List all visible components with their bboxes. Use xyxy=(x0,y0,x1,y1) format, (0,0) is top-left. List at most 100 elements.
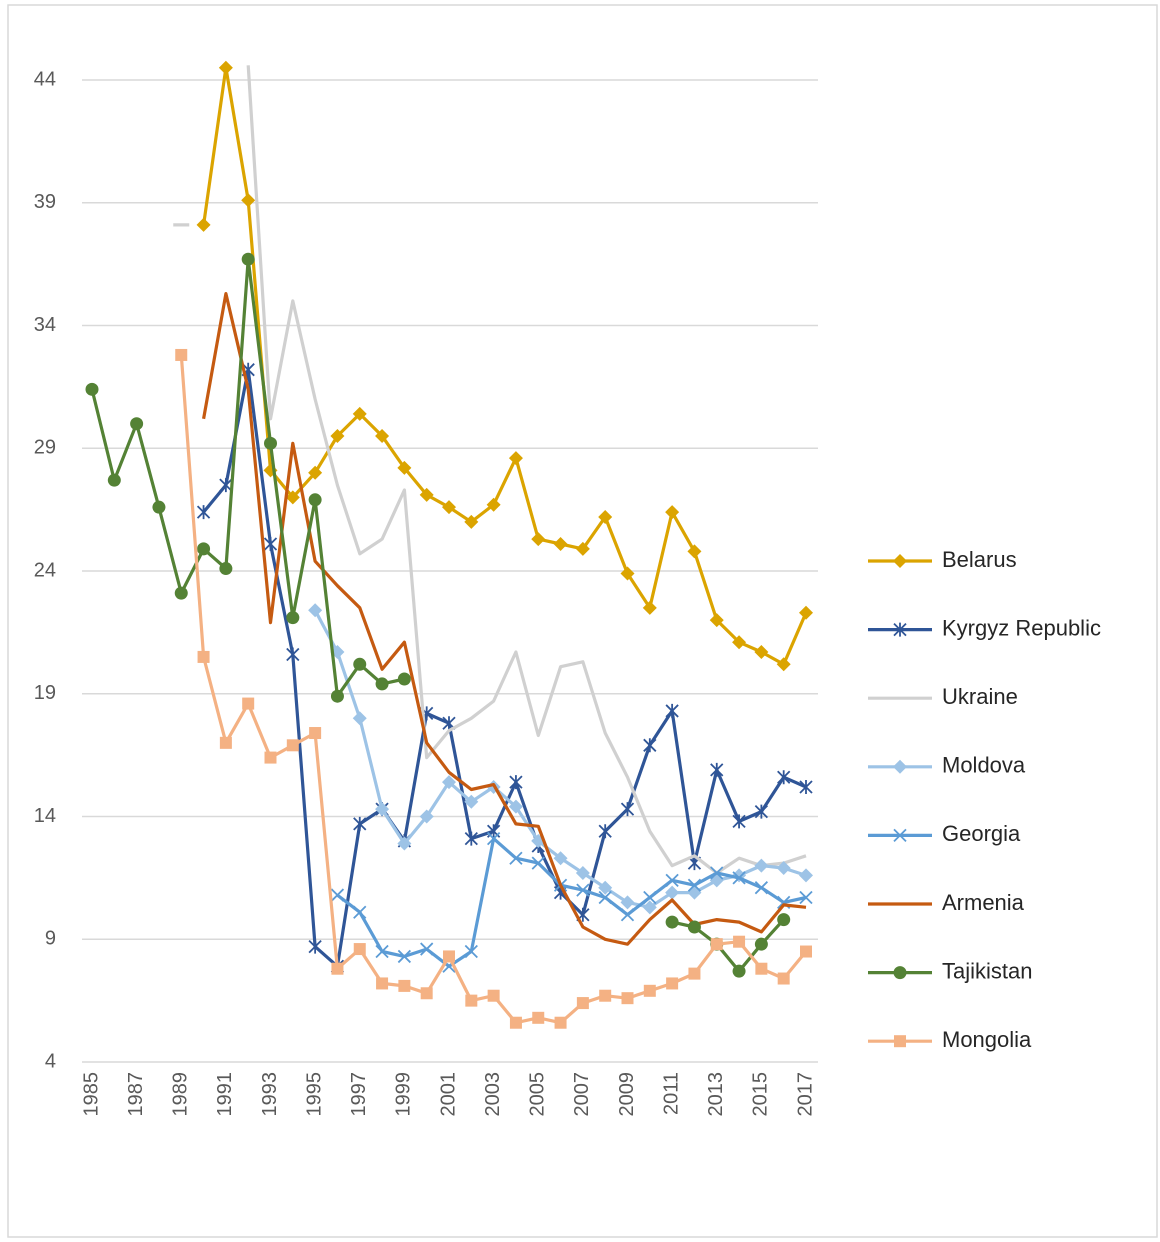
x-tick-label: 2007 xyxy=(571,1072,593,1117)
marker xyxy=(286,647,300,662)
legend-label: Tajikistan xyxy=(942,958,1032,983)
marker xyxy=(197,650,210,663)
legend-marker xyxy=(894,1035,906,1048)
marker xyxy=(508,451,523,466)
marker xyxy=(709,613,724,628)
legend-marker xyxy=(893,622,907,637)
marker xyxy=(732,871,746,885)
marker xyxy=(353,816,367,831)
marker xyxy=(687,885,702,900)
marker xyxy=(598,880,613,895)
x-tick-label: 1997 xyxy=(348,1072,370,1117)
marker xyxy=(263,536,278,551)
marker xyxy=(174,586,188,600)
marker xyxy=(219,478,233,493)
marker xyxy=(553,536,568,551)
marker xyxy=(621,992,634,1005)
marker xyxy=(375,802,390,817)
marker xyxy=(465,994,478,1007)
x-tick-label: 2003 xyxy=(482,1072,504,1117)
marker xyxy=(553,851,568,866)
marker xyxy=(800,945,812,958)
marker xyxy=(241,252,255,266)
marker xyxy=(464,794,479,809)
marker xyxy=(487,989,500,1002)
y-tick-label: 29 xyxy=(34,437,56,459)
marker xyxy=(754,858,769,873)
marker xyxy=(598,824,612,839)
y-tick-label: 9 xyxy=(45,928,56,950)
marker xyxy=(777,972,790,985)
y-tick-label: 14 xyxy=(34,805,56,827)
series-line xyxy=(336,837,807,968)
marker xyxy=(352,711,367,726)
y-tick-label: 4 xyxy=(45,1050,56,1072)
chart-frame xyxy=(7,4,1158,1238)
marker xyxy=(397,949,412,964)
marker xyxy=(419,809,434,824)
marker xyxy=(665,703,679,718)
marker xyxy=(442,500,456,515)
marker xyxy=(397,836,412,851)
marker xyxy=(665,505,680,520)
marker xyxy=(420,942,434,956)
marker xyxy=(85,382,99,396)
marker xyxy=(732,814,746,829)
marker xyxy=(799,605,813,620)
marker xyxy=(576,883,590,897)
legend-label: Armenia xyxy=(942,890,1025,915)
legend-label: Belarus xyxy=(942,547,1017,572)
x-tick-label: 2009 xyxy=(616,1072,638,1117)
x-tick-label: 1995 xyxy=(303,1072,325,1117)
marker xyxy=(308,603,323,618)
marker xyxy=(576,997,589,1010)
marker xyxy=(375,944,389,959)
legend-label: Moldova xyxy=(942,753,1026,778)
marker xyxy=(376,977,389,990)
marker xyxy=(777,770,791,785)
marker xyxy=(353,943,366,956)
marker xyxy=(665,915,679,929)
x-tick-label: 1985 xyxy=(80,1072,102,1117)
marker xyxy=(509,1016,522,1029)
marker xyxy=(286,739,299,752)
marker xyxy=(531,532,546,547)
x-tick-label: 2001 xyxy=(437,1072,459,1117)
y-tick-label: 34 xyxy=(34,314,56,336)
marker xyxy=(665,873,679,887)
marker xyxy=(687,544,702,559)
y-tick-label: 44 xyxy=(34,68,56,90)
marker xyxy=(398,979,411,992)
marker xyxy=(599,989,612,1002)
marker xyxy=(331,962,344,975)
series xyxy=(202,292,807,946)
marker xyxy=(486,831,501,846)
marker xyxy=(643,738,657,753)
y-tick-label: 19 xyxy=(34,682,56,704)
x-tick-label: 1999 xyxy=(393,1072,415,1117)
marker xyxy=(733,935,746,948)
marker xyxy=(687,878,702,892)
marker xyxy=(464,944,478,959)
marker xyxy=(554,1016,567,1029)
marker xyxy=(419,487,434,502)
marker xyxy=(397,672,411,686)
legend-label: Mongolia xyxy=(942,1027,1032,1052)
marker xyxy=(620,802,635,817)
legend-marker xyxy=(893,966,907,980)
series xyxy=(175,348,812,1029)
y-tick-label: 39 xyxy=(34,191,56,213)
marker xyxy=(754,804,769,819)
marker xyxy=(754,645,769,660)
legend-label: Kyrgyz Republic xyxy=(942,615,1101,640)
marker xyxy=(330,428,345,443)
marker xyxy=(643,984,656,997)
legend-label: Ukraine xyxy=(942,684,1018,709)
marker xyxy=(732,635,747,650)
x-tick-label: 1991 xyxy=(214,1072,236,1117)
marker xyxy=(754,937,768,951)
marker xyxy=(375,428,390,443)
marker xyxy=(710,938,723,951)
x-tick-label: 2013 xyxy=(705,1072,727,1117)
marker xyxy=(242,697,255,710)
